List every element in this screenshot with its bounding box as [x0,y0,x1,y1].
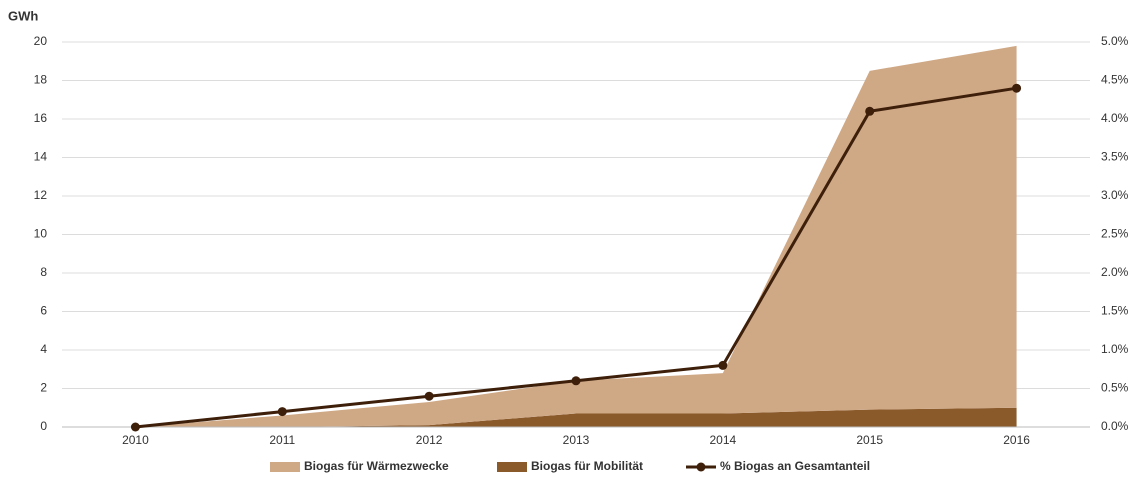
line-point [718,360,728,370]
y2-tick-label: 0.0% [1101,419,1129,433]
y2-tick-label: 1.5% [1101,304,1129,318]
area [135,407,1017,427]
y2-tick-label: 2.5% [1101,227,1129,241]
y-tick-label: 10 [34,227,48,241]
legend-label: Biogas für Wärmezwecke [304,459,449,473]
y2-tick-label: 2.0% [1101,265,1129,279]
y2-tick-label: 5.0% [1101,34,1129,48]
y-tick-label: 6 [40,304,47,318]
x-tick-label: 2013 [563,433,590,447]
line-point [424,391,434,401]
x-tick-label: 2012 [416,433,443,447]
y-tick-label: 20 [34,34,48,48]
line-point [1012,83,1022,93]
y2-tick-label: 4.5% [1101,73,1129,87]
y2-tick-label: 3.0% [1101,188,1129,202]
y-tick-label: 2 [40,381,47,395]
line-point [130,422,140,432]
y-tick-label: 12 [34,188,48,202]
x-tick-label: 2016 [1003,433,1030,447]
y-tick-label: 16 [34,111,48,125]
y2-tick-label: 0.5% [1101,381,1129,395]
x-tick-label: 2014 [710,433,737,447]
y-tick-label: 14 [34,150,48,164]
area [135,45,1017,427]
y-tick-label: 4 [40,342,47,356]
y2-tick-label: 1.0% [1101,342,1129,356]
y-tick-label: 8 [40,265,47,279]
line-point [865,106,875,116]
line-point [571,376,581,386]
y2-tick-label: 3.5% [1101,150,1129,164]
legend-label: Biogas für Mobilität [531,459,643,473]
y2-tick-label: 4.0% [1101,111,1129,125]
y-axis-label: GWh [8,8,38,23]
x-tick-label: 2011 [269,433,295,447]
y-tick-label: 0 [40,419,47,433]
legend-label: % Biogas an Gesamtanteil [720,459,870,473]
legend-swatch [497,462,527,472]
line-point [277,407,287,417]
x-tick-label: 2010 [122,433,149,447]
x-tick-label: 2015 [856,433,883,447]
y-tick-label: 18 [34,73,48,87]
legend-swatch [270,462,300,472]
legend-swatch [696,462,706,472]
